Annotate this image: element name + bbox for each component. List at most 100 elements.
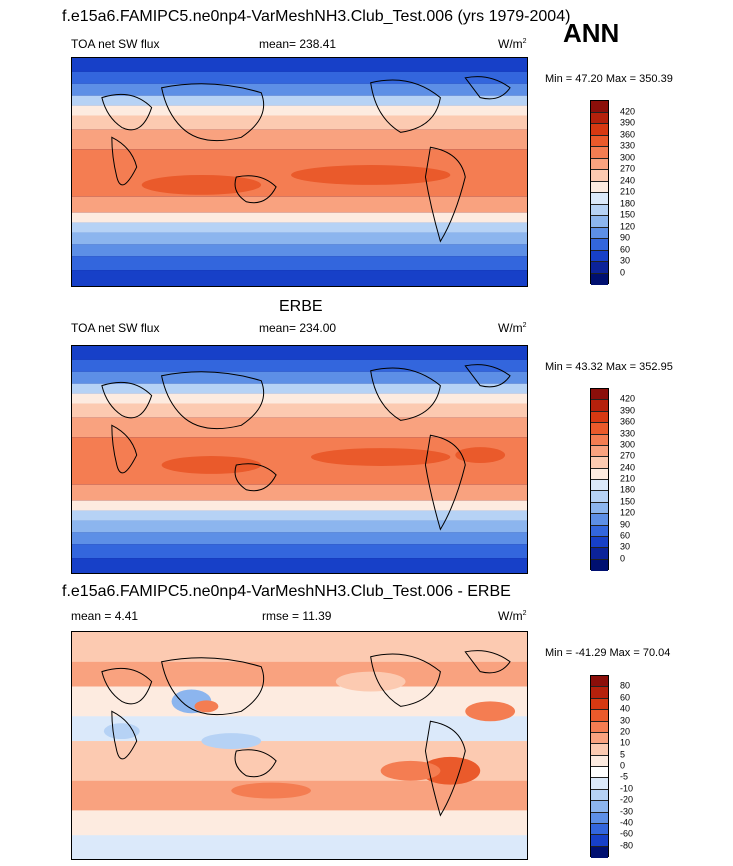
colorbar-tick-label: 420 [620, 106, 636, 116]
colorbar-tick-label: -60 [620, 828, 634, 839]
colorbar-tick-label: 300 [620, 439, 636, 450]
colorbar-swatch [591, 250, 608, 262]
colorbar-swatch [591, 846, 608, 858]
colorbar-tick-label: 150 [620, 496, 636, 507]
colorbar-swatch [591, 204, 608, 216]
colorbar-tick-label: 30 [620, 541, 631, 552]
colorbar-tick-label: 240 [620, 175, 636, 185]
colorbar-tick-label: 60 [620, 692, 631, 703]
colorbar-swatch [591, 227, 608, 239]
panel3-colorbar [590, 675, 609, 858]
season-label: ANN [563, 18, 620, 48]
panel3-title: f.e15a6.FAMIPC5.ne0np4-VarMeshNH3.Club_T… [62, 583, 511, 600]
colorbar-swatch [591, 411, 608, 424]
colorbar-tick-label: 360 [620, 129, 636, 139]
colorbar-tick-label: 300 [620, 152, 636, 162]
model-sw-flux-map [72, 58, 527, 286]
panel2-variable: TOA net SW flux [71, 321, 160, 335]
colorbar-swatch [591, 778, 608, 790]
colorbar-tick-label: 30 [620, 255, 631, 266]
panel2-title: ERBE [279, 298, 323, 315]
erbe-sw-flux-map [72, 346, 527, 573]
colorbar-swatch [591, 147, 608, 159]
colorbar-tick-label: 360 [620, 416, 636, 427]
colorbar-tick-label: 0 [620, 553, 626, 564]
colorbar-swatch [591, 262, 608, 274]
colorbar-tick-label: 60 [620, 530, 631, 541]
colorbar-tick-label: 120 [620, 507, 636, 518]
colorbar-tick-label: 210 [620, 473, 636, 484]
colorbar-swatch [591, 721, 608, 733]
colorbar-swatch [591, 480, 608, 492]
page-title: f.e15a6.FAMIPC5.ne0np4-VarMeshNH3.Club_T… [62, 8, 571, 25]
colorbar-tick-label: 60 [620, 244, 631, 254]
colorbar-tick-label: 20 [620, 726, 631, 737]
colorbar-swatch [591, 801, 608, 813]
panel3-mean: mean = 4.41 [71, 609, 139, 623]
panel1-units: W/m2 [498, 37, 527, 51]
panel3-units: W/m2 [498, 609, 527, 623]
colorbar-swatch [591, 216, 608, 228]
colorbar-tick-label: 90 [620, 519, 631, 529]
colorbar-swatch [591, 823, 608, 836]
colorbar-tick-label: 180 [620, 198, 636, 208]
colorbar-tick-label: 150 [620, 209, 636, 220]
colorbar-swatch [591, 525, 608, 537]
colorbar-swatch [591, 158, 608, 170]
panel1-map [71, 57, 528, 287]
colorbar-swatch [591, 101, 608, 113]
colorbar-tick-label: 240 [620, 462, 636, 473]
colorbar-tick-label: -30 [620, 806, 634, 816]
colorbar-tick-label: -10 [620, 783, 634, 794]
colorbar-tick-label: -40 [620, 817, 634, 828]
panel2-minmax: Min = 43.32 Max = 352.95 [545, 361, 673, 373]
difference-map [72, 632, 527, 859]
colorbar-swatch [591, 400, 608, 412]
colorbar-swatch [591, 239, 608, 251]
colorbar-tick-label: 0 [620, 267, 626, 277]
colorbar-swatch [591, 687, 608, 699]
panel3-minmax: Min = -41.29 Max = 70.04 [545, 647, 671, 659]
colorbar-swatch [591, 502, 608, 515]
panel1-colorbar [590, 100, 609, 285]
colorbar-tick-label: 420 [620, 393, 636, 404]
panel3-map [71, 631, 528, 860]
colorbar-swatch [591, 491, 608, 503]
colorbar-tick-label: 0 [620, 760, 626, 771]
colorbar-tick-label: 30 [620, 715, 631, 725]
colorbar-tick-label: 5 [620, 749, 626, 760]
colorbar-swatch [591, 548, 608, 560]
colorbar-swatch [591, 445, 608, 458]
colorbar-swatch [591, 744, 608, 756]
colorbar-tick-label: 390 [620, 405, 636, 416]
colorbar-swatch [591, 835, 608, 847]
colorbar-swatch [591, 389, 608, 401]
colorbar-swatch [591, 193, 608, 205]
colorbar-tick-label: 390 [620, 117, 636, 128]
colorbar-swatch [591, 710, 608, 722]
colorbar-tick-label: 90 [620, 232, 631, 243]
panel3-rmse: rmse = 11.39 [262, 609, 332, 623]
colorbar-swatch [591, 170, 608, 182]
colorbar-tick-label: 120 [620, 221, 636, 231]
colorbar-tick-label: 270 [620, 450, 636, 461]
colorbar-swatch [591, 698, 608, 711]
colorbar-swatch [591, 559, 608, 571]
colorbar-tick-label: 210 [620, 186, 636, 197]
colorbar-swatch [591, 767, 608, 779]
panel2-colorbar [590, 388, 609, 571]
colorbar-swatch [591, 112, 608, 124]
colorbar-swatch [591, 423, 608, 435]
colorbar-tick-label: 270 [620, 163, 636, 174]
panel2-mean: mean= 234.00 [259, 321, 337, 335]
colorbar-tick-label: 180 [620, 484, 636, 495]
colorbar-swatch [591, 812, 608, 824]
colorbar-tick-label: 330 [620, 140, 636, 151]
colorbar-swatch [591, 676, 608, 688]
colorbar-tick-label: 10 [620, 737, 631, 748]
colorbar-swatch [591, 468, 608, 480]
panel1-mean: mean= 238.41 [259, 37, 337, 51]
colorbar-swatch [591, 273, 608, 285]
colorbar-tick-label: 330 [620, 428, 636, 438]
colorbar-tick-label: 40 [620, 703, 631, 714]
